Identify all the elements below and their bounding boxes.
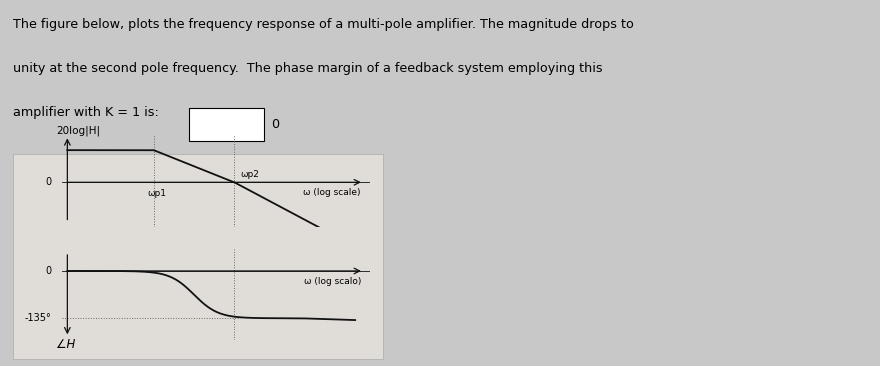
- Text: 0: 0: [46, 177, 52, 187]
- Text: The figure below, plots the frequency response of a multi-pole amplifier. The ma: The figure below, plots the frequency re…: [13, 18, 634, 31]
- Text: ∠H: ∠H: [55, 339, 75, 351]
- Text: 0: 0: [46, 266, 52, 276]
- Text: ω (log scalo): ω (log scalo): [304, 277, 361, 286]
- Text: 20log|H|: 20log|H|: [55, 126, 100, 136]
- Text: 0: 0: [271, 118, 279, 131]
- Text: ωp2: ωp2: [240, 170, 259, 179]
- Text: ω (log scale): ω (log scale): [304, 188, 361, 197]
- Bar: [189, 108, 264, 141]
- Text: ωp1: ωp1: [147, 188, 166, 198]
- Text: unity at the second pole frequency.  The phase margin of a feedback system emplo: unity at the second pole frequency. The …: [13, 62, 603, 75]
- Text: amplifier with K = 1 is:: amplifier with K = 1 is:: [13, 106, 159, 119]
- Bar: [13, 154, 383, 359]
- Text: -135°: -135°: [25, 313, 52, 323]
